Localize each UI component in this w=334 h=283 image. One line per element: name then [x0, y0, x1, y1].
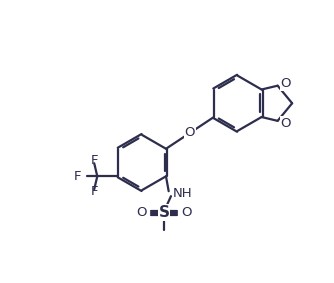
Text: NH: NH [173, 187, 192, 200]
Text: O: O [136, 206, 147, 219]
Text: F: F [74, 170, 81, 183]
Text: O: O [281, 117, 291, 130]
Text: O: O [281, 77, 291, 90]
Text: F: F [91, 155, 98, 168]
Text: O: O [181, 206, 192, 219]
Text: O: O [185, 127, 195, 140]
Text: F: F [91, 185, 98, 198]
Text: S: S [159, 205, 170, 220]
